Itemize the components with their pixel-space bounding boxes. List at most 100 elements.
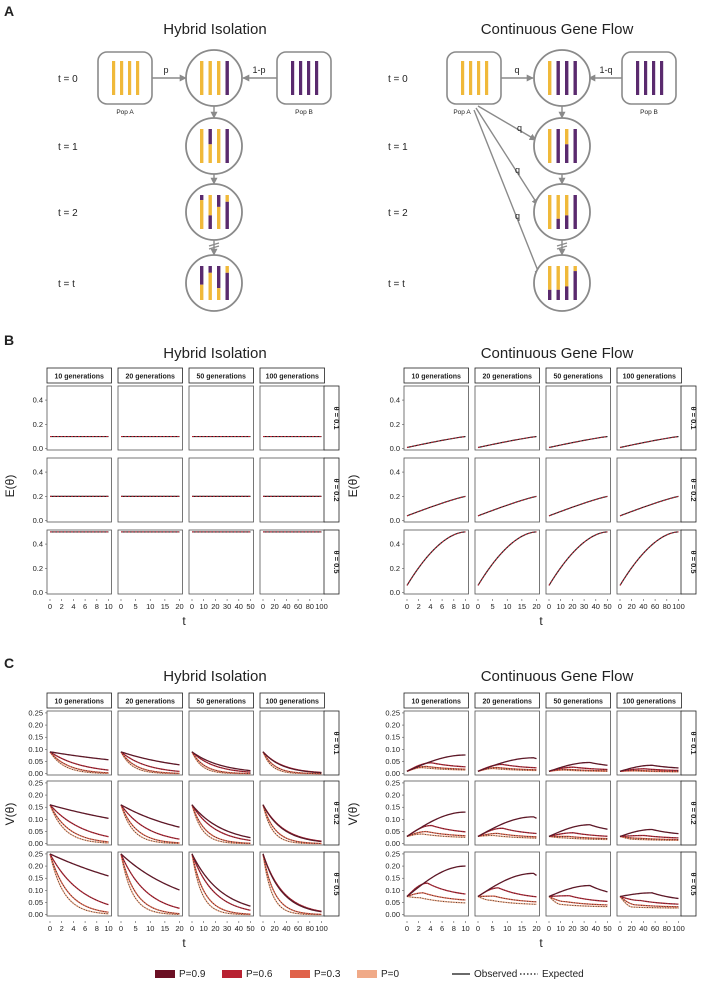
c-continuous-expected-P=0.9-2-3 [619,892,679,899]
b-continuous-xtick-0: 10 [461,602,469,611]
b-continuous-ytick-r0: 0.0 [390,444,400,453]
c-hybrid-expected-P=0.9-1-0 [49,804,109,819]
c-continuous-expected-P=0.6-2-0 [406,882,466,897]
hybrid-arrow-p-label: p [163,65,168,75]
continuous-pop-a-bar-3 [485,61,489,95]
continuous-circle-t3 [533,254,591,312]
hybrid-time-label-1: t = 1 [58,142,78,153]
hybrid-pop-b-bar-0 [291,61,295,95]
b-hybrid-strip-label-3: 100 generations [266,374,319,381]
c-hybrid-panel-2-0 [46,851,112,917]
c-hybrid-expected-P=0.3-2-0 [49,853,109,913]
c-continuous-panel-2-1 [474,851,540,917]
b-hybrid-theta-label-2: θ = 0.5 [332,550,341,573]
c-continuous-xtick-0: 8 [452,924,456,933]
c-hybrid-expected-P=0.6-2-0 [49,853,109,906]
b-continuous-xtick-1: 0 [476,602,480,611]
hybrid-pop-a-box [97,51,153,105]
c-hybrid-panel-2-2 [188,851,254,917]
c-hybrid-expected-P=0.6-2-1 [120,853,180,909]
c-hybrid-expected-P=0.3-1-3 [262,804,322,844]
b-hybrid-strip-label-1: 20 generations [126,374,176,381]
b-continuous-panel-0-1 [474,385,540,451]
c-hybrid-strip-1 [117,692,183,709]
c-continuous-ytick-r1: 0.10 [385,815,400,824]
c-hybrid-expected-P=0.9-1-3 [262,804,322,842]
b-hybrid-ylabel: E(θ) [3,475,17,498]
b-continuous-xtick-3: 20 [628,602,636,611]
hybrid-chrom-0-3-purple [225,61,229,95]
c-hybrid-xtick-3: 80 [306,924,314,933]
legend-item-p06: P=0.6 [222,969,273,980]
continuous-pop-b-box [621,51,677,105]
c-hybrid-ytick-r1: 0.10 [28,815,43,824]
legend-item-expected: Expected [520,969,584,980]
continuous-chrom-2-1-purple [556,218,560,229]
c-continuous-ytick-r0: 0.00 [385,769,400,778]
legend-swatch-p09 [155,970,175,978]
c-continuous-xtick-2: 20 [568,924,576,933]
b-hybrid-ytick-r1: 0.2 [33,492,43,501]
continuous-pulse-arrow-3 [473,109,541,277]
continuous-chrom-1-2-yellow [565,129,569,145]
c-continuous-expected-P=0.3-2-2 [548,896,608,906]
c-continuous-xtick-0: 10 [461,924,469,933]
c-continuous-ytick-r0: 0.20 [385,721,400,730]
c-hybrid-ytick-r2: 0.25 [28,849,43,858]
c-continuous-xtick-3: 40 [639,924,647,933]
b-continuous-theta-strip-0 [680,385,697,451]
b-hybrid-xtick-2: 40 [235,602,243,611]
b-continuous-ytick-r1: 0.4 [390,468,400,477]
b-continuous-xtick-2: 0 [547,602,551,611]
b-continuous-panel-1-0 [403,457,469,523]
c-continuous-xtick-0: 4 [428,924,432,933]
b-continuous-theta-strip-1 [680,457,697,523]
c-continuous-expected-P=0.9-1-0 [406,811,466,837]
c-continuous-strip-0 [403,692,469,709]
c-hybrid-xtick-3: 100 [315,924,328,933]
b-continuous-strip-1 [474,367,540,384]
c-continuous-expected-P=0-2-3 [619,896,679,909]
c-continuous-ytick-r1: 0.00 [385,839,400,848]
b-hybrid-xtick-0: 10 [104,602,112,611]
b-continuous-grid: 0.0 0.2 0.4 0.0 0.2 0.4 0.0 0.2 0.4 10 generation… [390,367,698,611]
c-hybrid-ytick-r1: 0.05 [28,827,43,836]
hybrid-pop-b-label: Pop B [295,109,313,116]
c-continuous-ytick-r2: 0.00 [385,910,400,919]
c-hybrid-strip-label-1: 20 generations [126,699,176,706]
b-hybrid-xtick-2: 20 [211,602,219,611]
c-hybrid-ytick-r2: 0.00 [28,910,43,919]
b-hybrid-xtick-0: 6 [83,602,87,611]
hybrid-chrom-1-1-purple [208,129,212,145]
b-continuous-expected-line-0-3 [619,436,679,448]
hybrid-chrom-1-3-purple [225,129,229,163]
hybrid-chrom-2-3-yellow [225,195,229,202]
legend-swatch-p03 [290,970,310,978]
b-continuous-strip-2 [545,367,611,384]
b-continuous-xtick-3: 100 [672,602,685,611]
legend-label-p06: P=0.6 [246,969,273,980]
c-hybrid-panel-0-1 [117,710,183,776]
legend-item-p09: P=0.9 [155,969,206,980]
continuous-chrom-3-2-yellow [565,266,569,287]
continuous-pulse-label-3: q [515,211,520,221]
c-hybrid-xtick-2: 10 [200,924,208,933]
b-continuous-theta-label-1: θ = 0.2 [689,478,698,501]
b-continuous-strip-label-3: 100 generations [623,374,676,381]
hybrid-pop-a-bar-3 [136,61,140,95]
hybrid-chrom-3-0-purple [200,266,204,285]
hybrid-chrom-3-1-yellow [208,272,212,300]
hybrid-chrom-0-1-yellow [208,61,212,95]
c-hybrid-strip-label-0: 10 generations [55,699,105,706]
c-hybrid-theta-strip-0 [323,710,340,776]
c-continuous-observed-P=0.3-0-1 [477,766,537,772]
c-continuous-expected-P=0.3-2-3 [619,896,679,908]
c-continuous-theta-label-2: θ = 0.5 [689,872,698,895]
c-continuous-strip-label-0: 10 generations [412,699,462,706]
c-continuous-expected-P=0.9-0-2 [548,762,608,772]
b-hybrid-strip-1 [117,367,183,384]
c-hybrid-expected-P=0-0-1 [120,751,180,775]
b-hybrid-xtick-1: 20 [175,602,183,611]
b-continuous-xtick-1: 10 [503,602,511,611]
c-hybrid-theta-strip-1 [323,780,340,846]
